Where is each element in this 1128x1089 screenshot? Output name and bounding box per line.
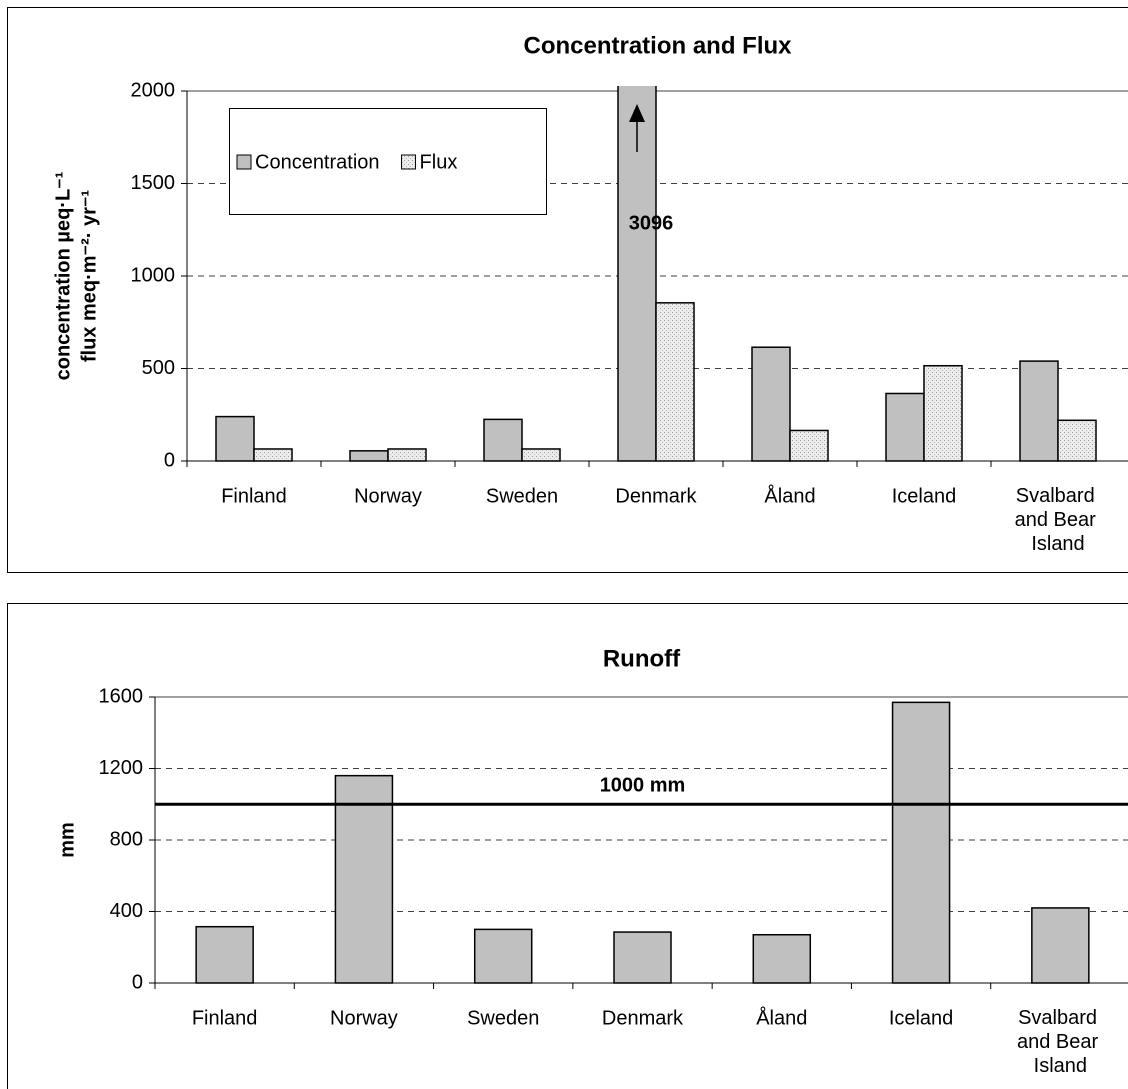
x-tick-label: Norway (354, 485, 422, 507)
bar (483, 418, 523, 462)
bar (789, 429, 829, 462)
x-tick-label: Denmark (615, 485, 697, 507)
y-tick-label: 800 (110, 828, 143, 850)
chart-frame (7, 603, 1128, 1089)
bar (1031, 907, 1090, 984)
chart-title: Concentration and Flux (523, 32, 792, 59)
y-tick-label: 1000 (131, 264, 176, 286)
x-tick-label: Svalbard and Bear Island (1017, 1007, 1104, 1077)
bar (655, 302, 695, 462)
y-tick-label: 2000 (131, 79, 176, 101)
bar (387, 448, 427, 462)
x-tick-label: Iceland (892, 485, 957, 507)
legend-swatch (236, 154, 252, 170)
x-tick-label: Åland (764, 484, 815, 507)
y-tick-label: 0 (132, 971, 143, 993)
data-label: 3096 (629, 212, 674, 234)
reference-label: 1000 mm (600, 775, 686, 797)
y-axis-label: concentration µeq·L⁻¹ (52, 171, 74, 380)
bar (885, 392, 925, 462)
y-axis-label: mm (56, 822, 78, 858)
y-tick-label: 400 (110, 900, 143, 922)
chart-frame (7, 7, 1128, 573)
legend-swatch (401, 154, 417, 170)
chart-title: Runoff (603, 645, 681, 672)
bar (349, 450, 389, 462)
y-tick-label: 500 (142, 357, 175, 379)
bar (751, 346, 791, 462)
bar (215, 415, 255, 462)
x-tick-label: Iceland (889, 1007, 954, 1029)
x-tick-label: Sweden (486, 485, 558, 507)
x-tick-label: Norway (330, 1007, 398, 1029)
bar (334, 774, 394, 984)
x-tick-label: Svalbard and Bear Island (1015, 485, 1102, 555)
legend-label: Concentration (255, 151, 380, 173)
bar (752, 933, 812, 984)
bar (195, 925, 254, 984)
bar (1019, 360, 1059, 462)
legend: Concentration Flux (229, 108, 547, 215)
y-tick-label: 0 (164, 449, 175, 471)
bar (253, 448, 293, 462)
x-tick-label: Finland (192, 1007, 258, 1029)
bar (613, 931, 672, 984)
x-tick-label: Finland (221, 485, 287, 507)
bar (923, 364, 963, 462)
y-tick-label: 1600 (99, 685, 144, 707)
x-tick-label: Åland (756, 1006, 807, 1029)
bar (1057, 419, 1097, 462)
bar (891, 701, 951, 984)
legend-box (229, 108, 547, 215)
y-axis-label: flux meq·m⁻²· yr⁻¹ (78, 190, 100, 363)
bar (521, 448, 561, 462)
legend-label: Flux (420, 151, 458, 173)
x-tick-label: Sweden (467, 1007, 539, 1029)
y-tick-label: 1200 (99, 757, 144, 779)
arrow-head (629, 104, 645, 122)
bar (473, 928, 533, 984)
y-tick-label: 1500 (131, 172, 176, 194)
x-tick-label: Denmark (602, 1007, 684, 1029)
